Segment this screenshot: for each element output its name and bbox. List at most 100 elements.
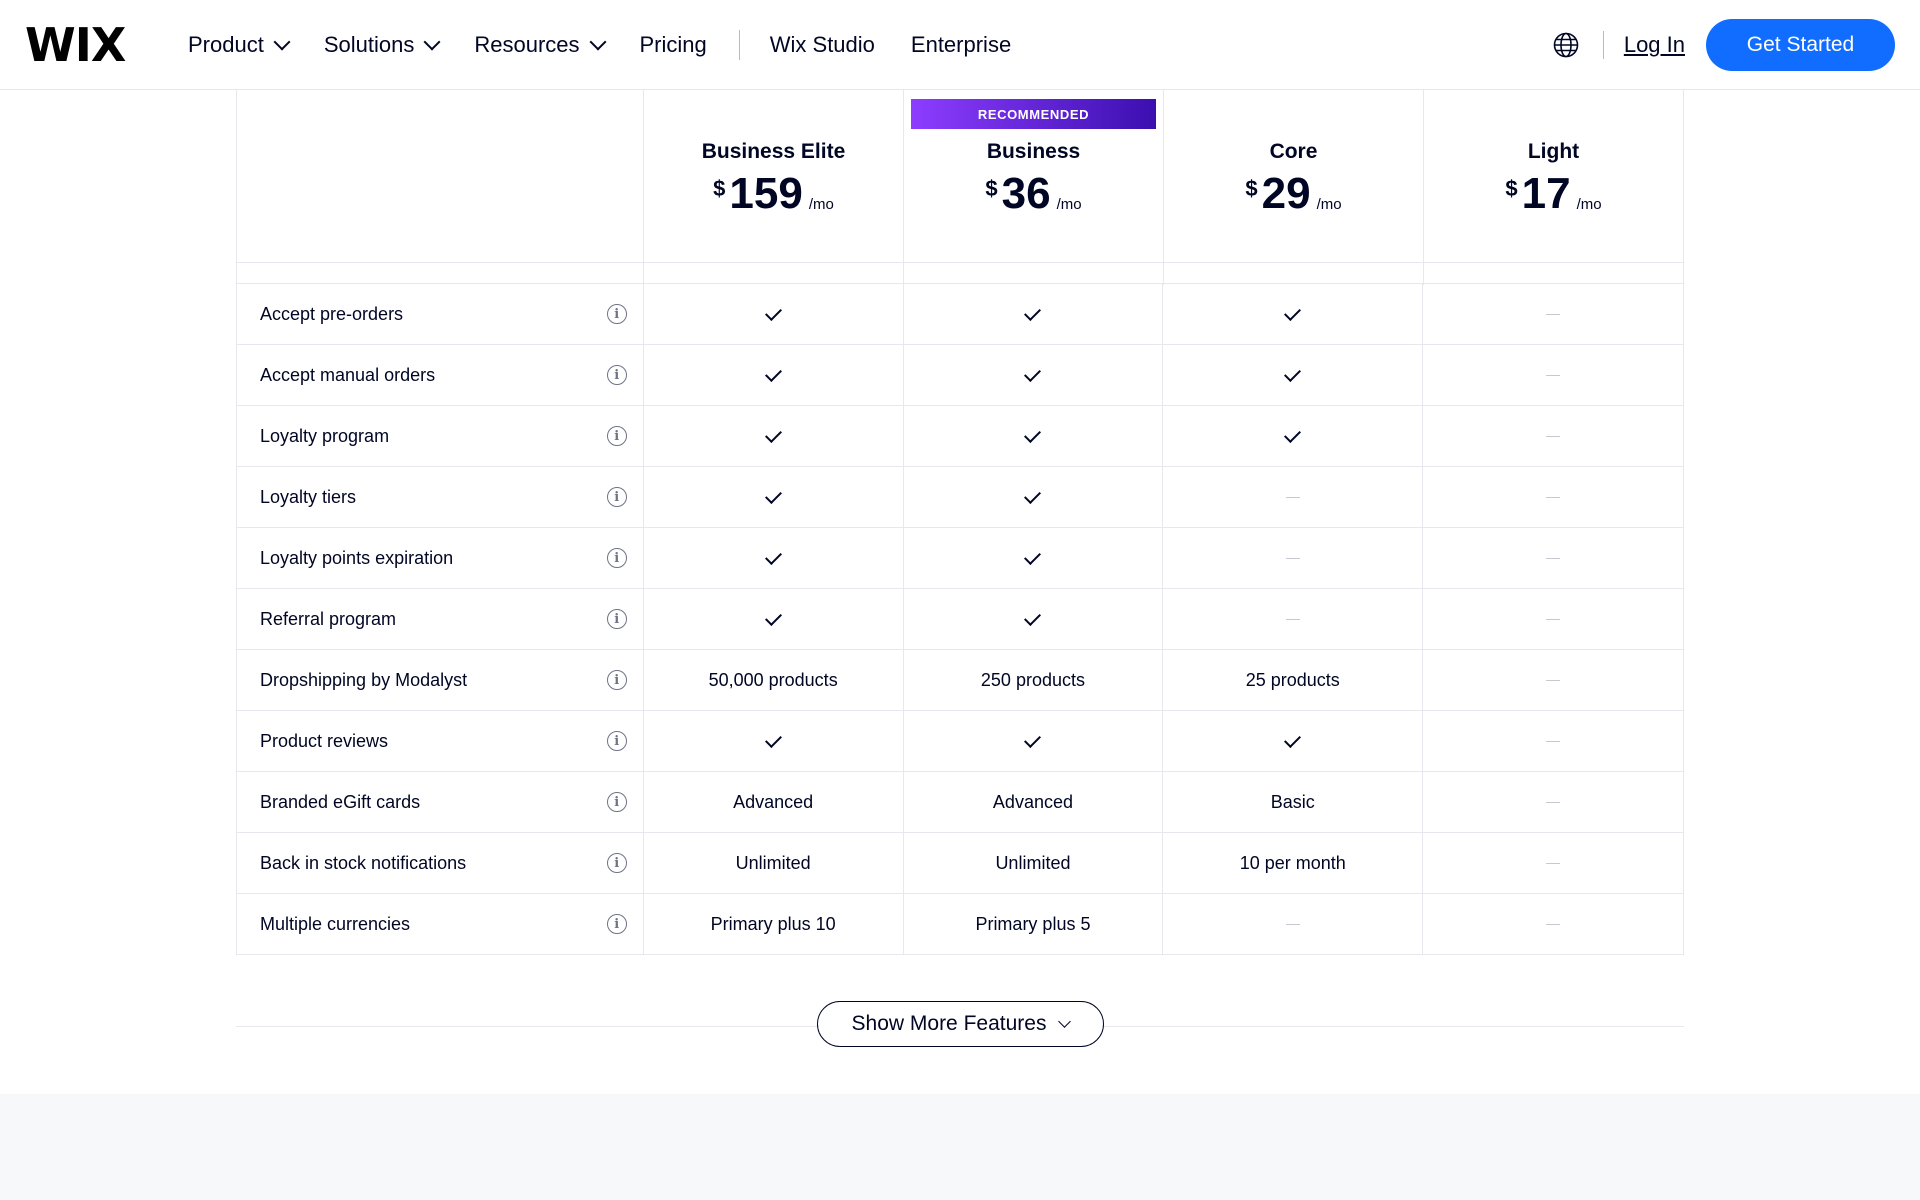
check-icon (1024, 303, 1042, 321)
check-icon (764, 486, 782, 504)
feature-value-cell (1163, 528, 1424, 588)
nav-enterprise[interactable]: Enterprise (910, 32, 1012, 57)
check-icon (764, 547, 782, 565)
dash-icon (1285, 618, 1300, 620)
show-more-features-button[interactable]: Show More Features (817, 1001, 1104, 1047)
dash-icon (1285, 496, 1300, 498)
chevron-down-icon (589, 33, 606, 51)
dash-icon (1546, 557, 1561, 559)
table-row: Dropshipping by Modalyst i 50,000 products… (237, 649, 1683, 710)
table-row: Branded eGift cards i Advanced Advanced Basi… (237, 771, 1683, 832)
feature-value-cell (1423, 406, 1683, 466)
table-row: Accept pre-orders i (237, 283, 1683, 344)
feature-value-cell (1423, 833, 1683, 893)
dash-icon (1285, 923, 1300, 925)
nav-product[interactable]: Product (188, 32, 291, 58)
feature-header-cell (236, 90, 644, 262)
info-icon[interactable]: i (606, 609, 627, 629)
feature-value-cell (904, 284, 1164, 344)
feature-value-cell (1163, 284, 1424, 344)
feature-value-cell: Advanced (904, 772, 1164, 832)
info-icon[interactable]: i (606, 731, 627, 751)
dash-icon (1546, 618, 1561, 620)
feature-name-cell: Product reviews i (237, 711, 644, 771)
price-amount: 29 (1261, 169, 1311, 218)
feature-value-cell (1423, 528, 1683, 588)
feature-value-cell (904, 528, 1164, 588)
feature-value-cell: Unlimited (904, 833, 1164, 893)
feature-name-cell: Loyalty tiers i (237, 467, 644, 527)
table-row: Loyalty program i (237, 405, 1683, 466)
dash-icon (1546, 923, 1561, 925)
table-row: Product reviews i (237, 710, 1683, 771)
feature-value-cell (644, 467, 904, 527)
feature-name-cell: Accept pre-orders i (237, 284, 644, 344)
info-icon[interactable]: i (606, 304, 627, 324)
nav-solutions[interactable]: Solutions (324, 32, 441, 58)
plan-header-business: RECOMMENDED Business $ 36 /mo (904, 90, 1164, 262)
feature-value-cell (644, 711, 904, 771)
table-row: Multiple currencies i Primary plus 10 Prima… (237, 893, 1683, 954)
dash-icon (1546, 801, 1561, 803)
get-started-button[interactable]: Get Started (1706, 19, 1895, 71)
feature-value-cell: 10 per month (1163, 833, 1424, 893)
feature-value-cell (644, 406, 904, 466)
feature-label: Loyalty program (260, 425, 390, 446)
dash-icon (1546, 679, 1561, 681)
info-icon[interactable]: i (606, 853, 627, 873)
show-more-label: Show More Features (851, 1012, 1047, 1035)
plan-name: Light (1527, 140, 1580, 163)
header-spacer-row (236, 262, 1684, 285)
feature-value-text: 250 products (980, 669, 1085, 690)
header-divider (1602, 31, 1604, 59)
feature-name-cell: Multiple currencies i (237, 894, 644, 954)
feature-value-cell: Primary plus 5 (904, 894, 1164, 954)
globe-icon[interactable] (1553, 32, 1579, 58)
table-row: Back in stock notifications i Unlimited Unl… (237, 832, 1683, 893)
check-icon (1024, 364, 1042, 382)
plan-price: $ 159 /mo (644, 170, 903, 218)
feature-label: Branded eGift cards (260, 791, 421, 812)
dash-icon (1546, 862, 1561, 864)
feature-value-cell (1163, 467, 1424, 527)
info-icon[interactable]: i (606, 548, 627, 568)
feature-value-cell: 25 products (1163, 650, 1424, 710)
spacer-cell (236, 263, 644, 285)
feature-label: Accept manual orders (260, 364, 436, 385)
info-icon[interactable]: i (606, 792, 627, 812)
plan-name: Business Elite (701, 140, 846, 163)
check-icon (764, 303, 782, 321)
dash-icon (1546, 313, 1561, 315)
feature-value-cell (1423, 650, 1683, 710)
feature-value-cell (1423, 711, 1683, 771)
chevron-down-icon (273, 33, 291, 51)
feature-value-cell (1163, 711, 1424, 771)
dash-icon (1546, 374, 1561, 376)
info-icon[interactable]: i (606, 670, 627, 690)
feature-value-cell (904, 711, 1164, 771)
feature-name-cell: Loyalty points expiration i (237, 528, 644, 588)
info-icon[interactable]: i (606, 426, 627, 446)
nav-pricing[interactable]: Pricing (640, 32, 707, 58)
nav-divider (738, 30, 740, 60)
check-icon (1024, 547, 1042, 565)
info-icon[interactable]: i (606, 914, 627, 934)
dash-icon (1546, 435, 1561, 437)
check-icon (1284, 425, 1302, 443)
spacer-cell (904, 263, 1164, 285)
header-actions: Log In Get Started (1553, 0, 1895, 90)
plan-header-light: Light $ 17 /mo (1424, 90, 1684, 262)
info-icon[interactable]: i (606, 365, 627, 385)
feature-label: Referral program (260, 608, 397, 629)
wix-logo[interactable]: WIX (25, 18, 126, 72)
feature-value-cell (1163, 345, 1424, 405)
feature-name-cell: Back in stock notifications i (237, 833, 644, 893)
site-header: WIX Product Solutions Resources Pricing … (0, 0, 1920, 90)
nav-wix-studio[interactable]: Wix Studio (769, 32, 875, 57)
info-icon[interactable]: i (606, 487, 627, 507)
price-amount: 159 (729, 169, 803, 218)
price-amount: 36 (1001, 169, 1051, 218)
nav-resources[interactable]: Resources (474, 32, 606, 58)
check-icon (764, 730, 782, 748)
login-link[interactable]: Log In (1623, 32, 1685, 57)
